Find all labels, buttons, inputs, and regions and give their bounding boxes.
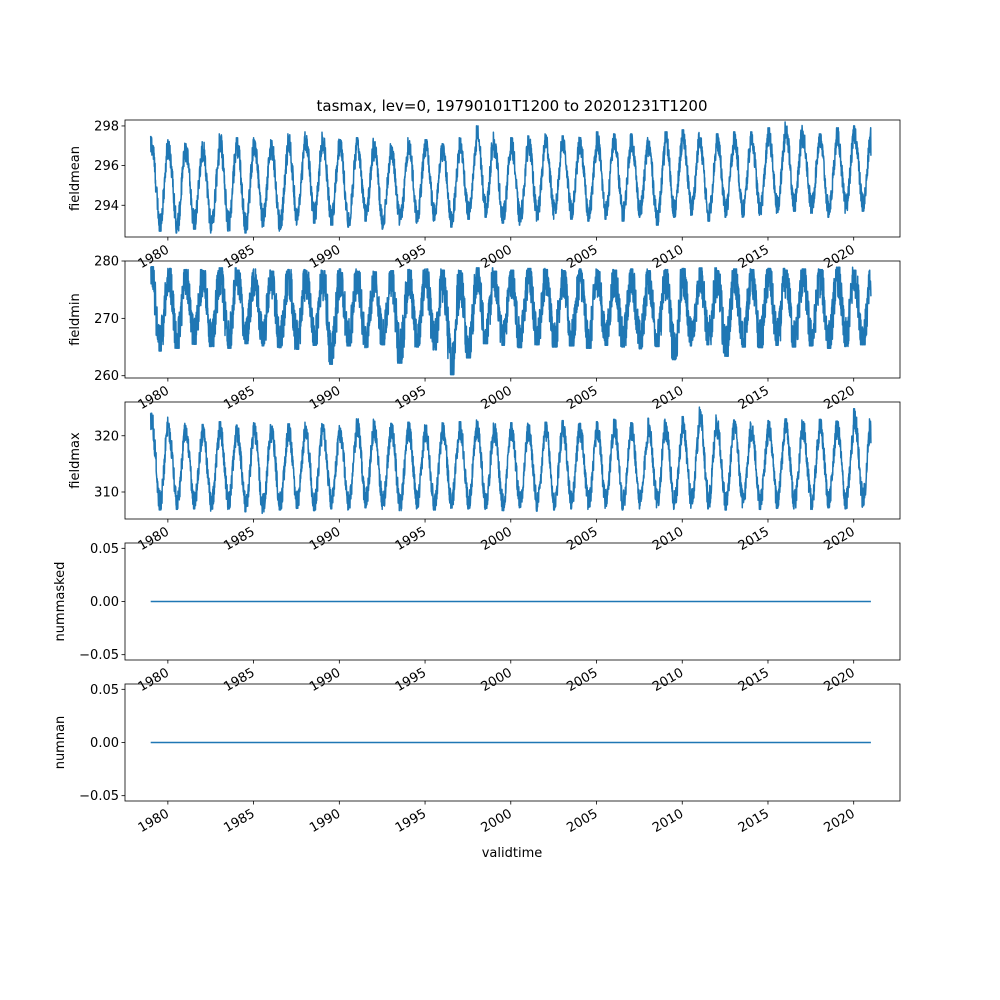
y-tick-label: −0.05	[79, 648, 119, 663]
axes-frame-fieldmean	[124, 119, 901, 238]
x-tick-label: 2015	[736, 524, 772, 554]
x-tick-label: 2000	[479, 524, 515, 554]
x-tick-label: 1995	[393, 806, 429, 836]
y-tick-label: 298	[94, 119, 119, 134]
x-tick-label: 1995	[393, 383, 429, 413]
x-tick-label: 2005	[564, 242, 600, 272]
axes-frame-fieldmin	[124, 260, 901, 379]
x-tick-label: 1985	[221, 665, 257, 695]
x-tick-label: 2015	[736, 383, 772, 413]
panel-nummasked: −0.05 0.00 0.05 nummasked 1980 1985 1990 1995 20…	[53, 542, 901, 695]
chart-title: tasmax, lev=0, 19790101T1200 to 20201231…	[317, 97, 708, 115]
x-tick-label: 1990	[307, 383, 343, 413]
series-line-fieldmean	[149, 121, 872, 234]
y-tick-label: 270	[94, 312, 119, 327]
x-tick-label: 2020	[822, 665, 858, 695]
y-axis-label: fieldmax	[68, 432, 83, 489]
y-tick-label: 0.05	[90, 683, 119, 698]
series-line-fieldmax	[149, 406, 872, 515]
x-tick-label: 1980	[136, 806, 172, 836]
x-tick-label: 2015	[736, 242, 772, 272]
x-tick-label: 2020	[822, 806, 858, 836]
x-tick-label: 1990	[307, 524, 343, 554]
x-axis-label: validtime	[482, 846, 543, 861]
x-tick-label: 1980	[136, 524, 172, 554]
x-tick-label: 1985	[221, 524, 257, 554]
y-tick-label: 260	[94, 369, 119, 384]
x-tick-label: 2005	[564, 383, 600, 413]
x-tick-label: 2020	[822, 383, 858, 413]
x-tick-label: 2010	[650, 242, 686, 272]
x-tick-label: 2000	[479, 383, 515, 413]
x-tick-label: 2010	[650, 665, 686, 695]
x-tick-label: 2010	[650, 524, 686, 554]
panel-fieldmin: 260 270 280 fieldmin 1980 1985 1990 1995 2000 200…	[68, 255, 901, 413]
x-tick-label: 2000	[479, 665, 515, 695]
x-tick-label: 1995	[393, 524, 429, 554]
series-line-fieldmin	[150, 265, 872, 376]
y-tick-label: 320	[94, 429, 119, 444]
y-tick-label: 0.00	[90, 736, 119, 751]
panel-numnan: −0.05 0.00 0.05 numnan 1980 1985 1990 1995 2000 2…	[53, 683, 901, 836]
x-tick-label: 1995	[393, 242, 429, 272]
y-axis-label: numnan	[53, 716, 68, 770]
x-tick-label: 1990	[307, 242, 343, 272]
axes-frame-fieldmax	[124, 401, 901, 520]
y-tick-label: 294	[94, 199, 119, 214]
y-tick-label: 310	[94, 486, 119, 501]
y-tick-label: −0.05	[79, 789, 119, 804]
panels: 294 296 298 fieldmean 1980 1985 1990 1995 2000 20…	[53, 119, 901, 836]
y-axis-label: fieldmin	[68, 293, 83, 346]
x-tick-label: 2005	[564, 524, 600, 554]
x-tick-label: 1985	[221, 242, 257, 272]
x-tick-label: 1990	[307, 806, 343, 836]
x-tick-label: 2000	[479, 242, 515, 272]
x-tick-label: 2010	[650, 383, 686, 413]
x-tick-label: 1980	[136, 383, 172, 413]
x-tick-label: 2005	[564, 806, 600, 836]
x-tick-label: 2020	[822, 524, 858, 554]
x-tick-label: 1985	[221, 383, 257, 413]
x-tick-label: 1990	[307, 665, 343, 695]
x-tick-label: 1985	[221, 806, 257, 836]
x-tick-label: 2010	[650, 806, 686, 836]
x-tick-label: 2000	[479, 806, 515, 836]
y-axis-label: nummasked	[53, 562, 68, 642]
y-tick-label: 280	[94, 255, 119, 270]
y-axis-label: fieldmean	[68, 146, 83, 211]
x-tick-label: 2005	[564, 665, 600, 695]
y-tick-label: 296	[94, 159, 119, 174]
x-tick-label: 1980	[136, 665, 172, 695]
x-tick-label: 2015	[736, 665, 772, 695]
panel-fieldmax: 310 320 fieldmax 1980 1985 1990 1995 2000 2005 20…	[68, 401, 901, 554]
y-tick-label: 0.00	[90, 595, 119, 610]
y-tick-label: 0.05	[90, 542, 119, 557]
x-tick-label: 2015	[736, 806, 772, 836]
x-tick-label: 1995	[393, 665, 429, 695]
